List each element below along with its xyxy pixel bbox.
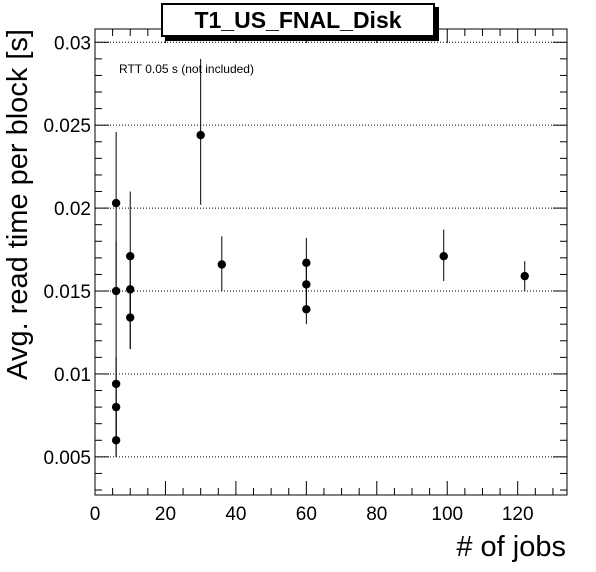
chart-title: T1_US_FNAL_Disk bbox=[161, 3, 435, 37]
data-point bbox=[302, 258, 311, 268]
x-tick-label: 40 bbox=[225, 504, 246, 525]
data-point bbox=[196, 130, 205, 140]
data-point bbox=[111, 436, 121, 445]
y-tick-label: 0.025 bbox=[43, 116, 91, 137]
data-point bbox=[520, 271, 529, 281]
y-tick-label: 0.03 bbox=[54, 33, 91, 54]
x-tick-label: 80 bbox=[366, 504, 387, 525]
y-tick-label: 0.005 bbox=[43, 448, 91, 469]
data-point bbox=[111, 198, 121, 208]
x-axis-label: # of jobs bbox=[456, 531, 566, 563]
data-point bbox=[111, 379, 121, 389]
x-tick-label: 0 bbox=[90, 504, 101, 525]
x-tick-label: 100 bbox=[431, 504, 463, 525]
y-tick-label: 0.02 bbox=[54, 199, 91, 220]
data-point bbox=[126, 313, 135, 322]
rtt-annotation: RTT 0.05 s (not included) bbox=[119, 62, 254, 76]
y-tick-label: 0.01 bbox=[54, 365, 91, 386]
data-point bbox=[111, 286, 121, 296]
data-point bbox=[439, 251, 448, 261]
y-tick-label: 0.015 bbox=[43, 282, 91, 303]
y-axis-label: Avg. read time per block [s] bbox=[2, 29, 34, 380]
x-tick-label: 20 bbox=[155, 504, 176, 525]
plot-frame bbox=[94, 28, 568, 496]
x-tick-label: 60 bbox=[296, 504, 317, 525]
data-point bbox=[217, 260, 227, 269]
data-point bbox=[302, 280, 311, 289]
x-tick-label: 120 bbox=[502, 504, 534, 525]
data-point bbox=[302, 305, 311, 314]
